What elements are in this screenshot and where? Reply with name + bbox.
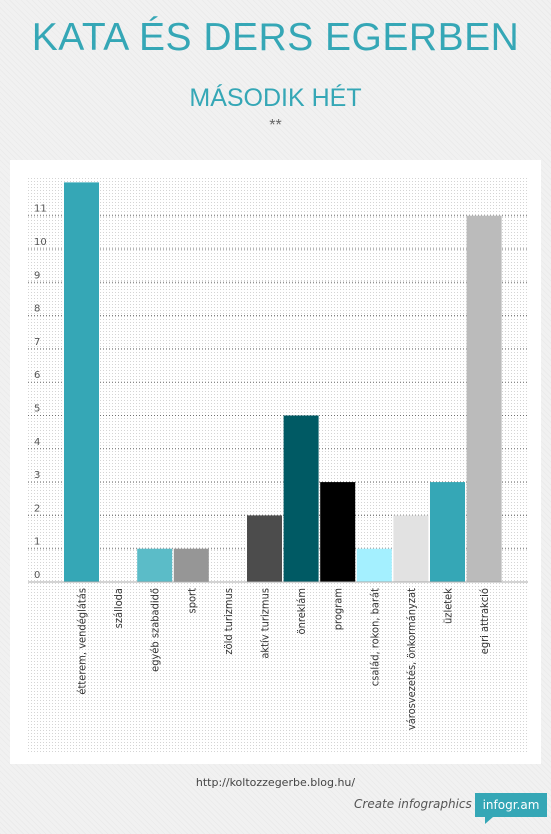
label-area-background bbox=[28, 582, 528, 752]
y-tick-label: 4 bbox=[34, 437, 40, 448]
y-tick-label: 2 bbox=[34, 503, 40, 514]
x-tick-label: étterem, vendéglátás bbox=[76, 588, 89, 695]
logo-tail bbox=[485, 817, 493, 824]
y-tick-label: 0 bbox=[34, 570, 40, 581]
x-tick-label: egyéb szabadidő bbox=[149, 588, 162, 672]
y-tick-label: 3 bbox=[34, 470, 40, 481]
y-tick-label: 11 bbox=[34, 204, 47, 215]
page-subtitle: MÁSODIK HÉT bbox=[189, 84, 362, 112]
x-tick-label: család, rokon, barát bbox=[368, 588, 381, 686]
bar[interactable] bbox=[430, 482, 465, 582]
x-tick-label: egri attrakció bbox=[478, 588, 491, 654]
bar[interactable] bbox=[356, 548, 392, 582]
x-tick-label: zöld turizmus bbox=[222, 588, 235, 655]
y-tick-label: 7 bbox=[34, 337, 40, 348]
x-tick-label: aktív turizmus bbox=[259, 588, 272, 659]
y-tick-label: 9 bbox=[34, 270, 40, 281]
x-tick-label: önreklám bbox=[295, 588, 308, 634]
bar[interactable] bbox=[247, 515, 282, 582]
infogram-logo[interactable]: infogr.am bbox=[475, 793, 547, 817]
bar[interactable] bbox=[137, 548, 173, 582]
bar[interactable] bbox=[283, 415, 319, 583]
bar[interactable] bbox=[393, 515, 429, 582]
stars-mark: ** bbox=[269, 117, 282, 134]
y-tick-label: 5 bbox=[34, 404, 40, 415]
page-title: KATA ÉS DERS EGERBEN bbox=[31, 16, 520, 59]
bar[interactable] bbox=[320, 482, 356, 582]
x-tick-label: üzletek bbox=[442, 588, 455, 624]
bar[interactable] bbox=[64, 182, 99, 582]
x-tick-label: sport bbox=[185, 588, 198, 614]
chart-panel: 0 1 2 3 4 5 6 7 8 9 10 11 étterem, vendéglátás száll… bbox=[10, 160, 541, 764]
x-tick-label: szálloda bbox=[112, 588, 125, 628]
y-tick-label: 1 bbox=[34, 537, 40, 548]
footer-url[interactable]: http://koltozzegerbe.blog.hu/ bbox=[195, 776, 356, 789]
y-tick-label: 10 bbox=[34, 237, 47, 248]
x-tick-label: program bbox=[332, 588, 345, 630]
bar[interactable] bbox=[466, 215, 502, 582]
y-tick-label: 8 bbox=[34, 304, 40, 315]
bar[interactable] bbox=[173, 548, 209, 582]
bar-chart: 0 1 2 3 4 5 6 7 8 9 10 11 étterem, vendéglátás száll… bbox=[28, 178, 528, 752]
x-tick-label: városvezetés, önkormányzat bbox=[405, 588, 418, 730]
y-tick-label: 6 bbox=[34, 370, 40, 381]
create-infographics-link[interactable]: Create infographics bbox=[354, 797, 472, 811]
